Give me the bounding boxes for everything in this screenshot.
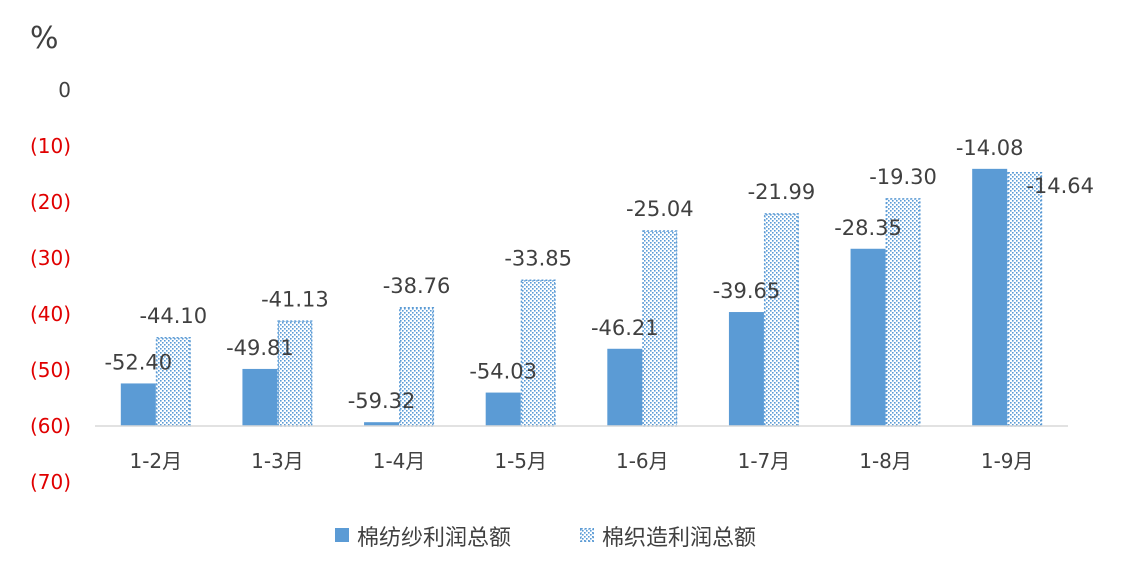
y-tick-label: (70) — [30, 470, 71, 494]
bar-weaving-profit — [399, 307, 435, 427]
legend: 棉纺纱利润总额 棉织造利润总额 — [335, 526, 756, 551]
bar-spinning-profit — [850, 248, 886, 426]
bar-weaving-profit — [642, 230, 678, 427]
x-category-label: 1-9月 — [981, 449, 1034, 473]
y-tick-label: (30) — [30, 246, 71, 270]
y-tick-label: (20) — [30, 190, 71, 214]
bar-weaving-profit — [1007, 171, 1043, 427]
data-label-weaving: -21.99 — [748, 180, 816, 204]
data-label-spinning: -46.21 — [591, 316, 659, 340]
y-axis-label: % — [30, 21, 59, 56]
data-label-spinning: -54.03 — [469, 360, 537, 384]
bar-spinning-profit — [728, 312, 764, 426]
bar-weaving-profit — [277, 320, 313, 427]
y-tick-label: (40) — [30, 302, 71, 326]
data-label-weaving: -19.30 — [869, 165, 937, 189]
bar-spinning-profit — [120, 383, 156, 426]
data-label-weaving: -38.76 — [383, 274, 451, 298]
data-label-spinning: -52.40 — [104, 350, 172, 374]
bar-weaving-profit — [763, 213, 799, 427]
bar-weaving-profit — [520, 279, 556, 427]
bar-spinning-profit — [485, 392, 521, 426]
data-label-weaving: -44.10 — [139, 304, 207, 328]
data-label-weaving: -14.64 — [1026, 174, 1094, 198]
bar-weaving-profit — [885, 198, 921, 427]
x-category-label: 1-5月 — [494, 449, 547, 473]
data-label-weaving: -41.13 — [261, 287, 329, 311]
bar-spinning-profit — [607, 348, 643, 426]
x-category-label: 1-4月 — [373, 449, 426, 473]
data-label-spinning: -14.08 — [956, 136, 1024, 160]
data-label-weaving: -25.04 — [626, 197, 694, 221]
data-label-spinning: -49.81 — [226, 336, 294, 360]
y-tick-label: (10) — [30, 134, 71, 158]
x-category-label: 1-2月 — [129, 449, 182, 473]
x-category-label: 1-6月 — [616, 449, 669, 473]
data-label-spinning: -59.32 — [348, 389, 416, 413]
x-category-label: 1-7月 — [738, 449, 791, 473]
y-tick-label: (50) — [30, 358, 71, 382]
legend-swatch-spinning — [335, 528, 349, 542]
legend-label-spinning: 棉纺纱利润总额 — [357, 526, 511, 551]
data-labels: -52.40 -44.10 -49.81 -41.13 -59.32 -38.76 -54.… — [104, 136, 1094, 413]
data-label-spinning: -39.65 — [713, 279, 781, 303]
bar-weaving-profit — [155, 336, 191, 427]
y-axis-ticks: 0 (10) (20) (30) (40) (50) (60) (70) — [30, 78, 71, 494]
bars — [120, 168, 1043, 427]
data-label-weaving: -33.85 — [504, 247, 572, 271]
x-axis-categories: 1-2月 1-3月 1-4月 1-5月 1-6月 1-7月 1-8月 1-9月 — [129, 449, 1033, 473]
bar-spinning-profit — [242, 368, 278, 426]
y-tick-label: (60) — [30, 414, 71, 438]
data-label-spinning: -28.35 — [834, 216, 902, 240]
bar-spinning-profit — [364, 422, 400, 426]
y-tick-label: 0 — [58, 78, 71, 102]
legend-swatch-weaving — [580, 528, 594, 542]
legend-label-weaving: 棉织造利润总额 — [602, 526, 756, 551]
bar-spinning-profit — [972, 168, 1008, 426]
x-category-label: 1-3月 — [251, 449, 304, 473]
x-category-label: 1-8月 — [859, 449, 912, 473]
